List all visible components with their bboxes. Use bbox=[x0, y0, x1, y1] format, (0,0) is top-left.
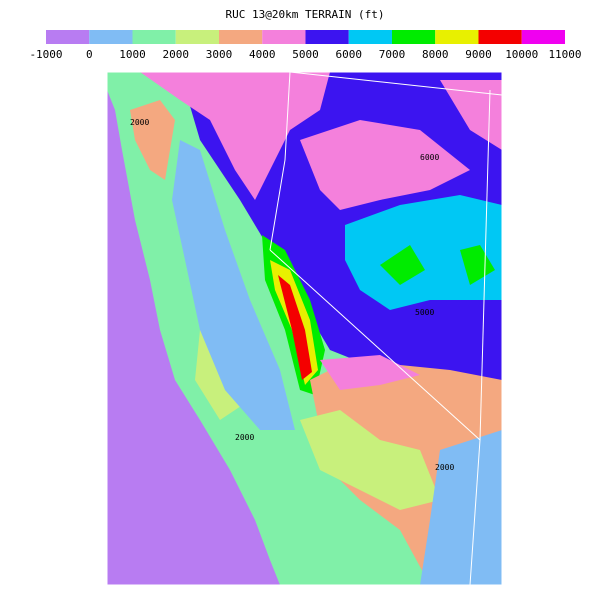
colorbar-swatch bbox=[132, 30, 176, 44]
colorbar-swatch bbox=[262, 30, 306, 44]
contour-label: 5000 bbox=[415, 308, 434, 317]
contour-label: 2000 bbox=[435, 463, 454, 472]
pink-area bbox=[300, 120, 470, 210]
colorbar: -1000 0 1000 2000 3000 4000 5000 6000 7000 8000 90… bbox=[29, 30, 582, 61]
green-area bbox=[460, 245, 495, 285]
colorbar-swatch bbox=[305, 30, 349, 44]
ridge-red bbox=[278, 275, 312, 380]
colorbar-label: -1000 bbox=[29, 48, 62, 61]
colorbar-swatch bbox=[89, 30, 133, 44]
central-valley bbox=[172, 140, 295, 430]
colorbar-label: 11000 bbox=[548, 48, 581, 61]
title: RUC 13@20km TERRAIN (ft) bbox=[226, 8, 385, 21]
cyan-area bbox=[345, 195, 502, 310]
pink-area bbox=[440, 80, 502, 150]
coast-salmon bbox=[130, 100, 175, 180]
colorbar-swatch bbox=[175, 30, 219, 44]
colorbar-label: 3000 bbox=[206, 48, 233, 61]
colorbar-label: 7000 bbox=[379, 48, 406, 61]
colorbar-label: 1000 bbox=[119, 48, 146, 61]
colorbar-swatch bbox=[392, 30, 436, 44]
colorbar-label: 9000 bbox=[465, 48, 492, 61]
state-border bbox=[269, 72, 291, 251]
colorbar-label: 8000 bbox=[422, 48, 449, 61]
colorbar-label: 6000 bbox=[336, 48, 363, 61]
map-frame bbox=[106, 71, 503, 586]
state-border bbox=[289, 72, 502, 96]
desert-lightblue bbox=[420, 430, 502, 585]
colorbar-swatch bbox=[219, 30, 263, 44]
ocean bbox=[107, 90, 280, 585]
lowland-yellowgreen bbox=[300, 410, 440, 510]
colorbar-swatch bbox=[46, 30, 90, 44]
colorbar-label: 0 bbox=[86, 48, 93, 61]
colorbar-swatch bbox=[478, 30, 522, 44]
contour-label: 2000 bbox=[235, 433, 254, 442]
state-border bbox=[479, 89, 491, 441]
colorbar-label: 4000 bbox=[249, 48, 276, 61]
colorbar-label: 10000 bbox=[505, 48, 538, 61]
colorbar-swatch bbox=[348, 30, 392, 44]
green-area bbox=[380, 245, 425, 285]
terrain-map: 2000 5000 6000 2000 2000 bbox=[106, 71, 503, 586]
colorbar-swatch bbox=[521, 30, 565, 44]
contour-label: 2000 bbox=[130, 118, 149, 127]
colorbar-label: 5000 bbox=[292, 48, 319, 61]
colorbar-label: 2000 bbox=[163, 48, 190, 61]
pink-area bbox=[140, 72, 330, 200]
contour-label: 6000 bbox=[420, 153, 439, 162]
colorbar-swatch bbox=[435, 30, 479, 44]
